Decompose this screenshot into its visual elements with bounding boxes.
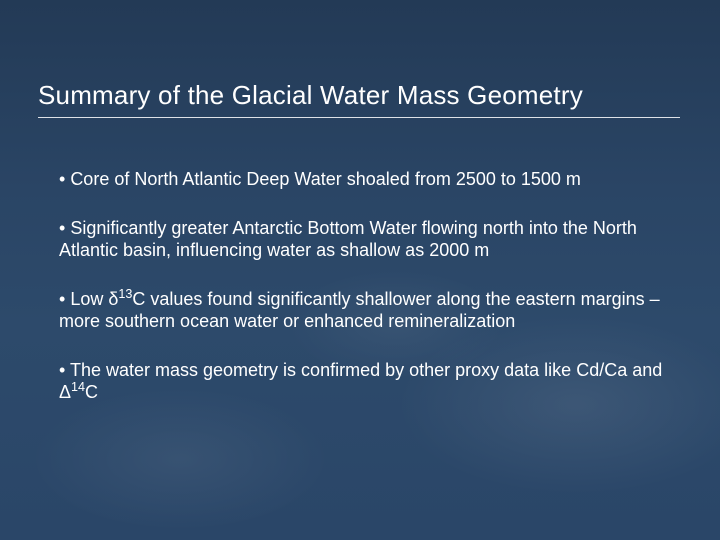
bullet-item: The water mass geometry is confirmed by … (55, 359, 665, 404)
bullet-item: Low δ13C values found significantly shal… (55, 288, 665, 333)
bullet-item: Significantly greater Antarctic Bottom W… (55, 217, 665, 262)
slide-content: Core of North Atlantic Deep Water shoale… (55, 168, 665, 430)
slide: Summary of the Glacial Water Mass Geomet… (0, 0, 720, 540)
bullet-item: Core of North Atlantic Deep Water shoale… (55, 168, 665, 191)
slide-title: Summary of the Glacial Water Mass Geomet… (38, 80, 680, 118)
